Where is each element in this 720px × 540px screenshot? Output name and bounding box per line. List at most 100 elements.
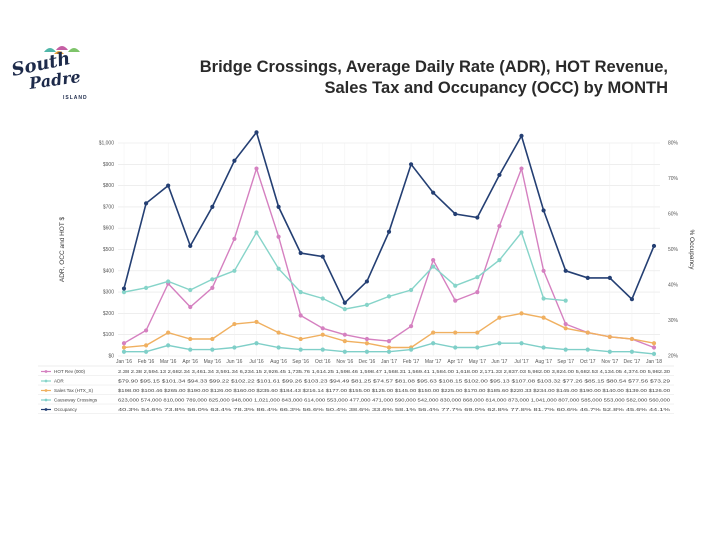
data-point-hot bbox=[143, 328, 149, 333]
data-point-bridge bbox=[497, 341, 502, 346]
data-point-hot bbox=[121, 341, 127, 346]
data-point-adr bbox=[475, 275, 480, 280]
data-point-adr bbox=[166, 279, 171, 284]
x-tick-label: Jul '16 bbox=[249, 359, 264, 365]
data-point-hot bbox=[519, 166, 524, 171]
data-point-salestax bbox=[431, 330, 436, 335]
data-point-salestax bbox=[541, 315, 546, 320]
right-tick-label: 30% bbox=[668, 318, 679, 324]
data-point-bridge bbox=[320, 347, 325, 352]
data-point-bridge bbox=[210, 347, 215, 352]
x-tick-label: Aug '17 bbox=[535, 359, 552, 365]
series-points bbox=[121, 130, 657, 356]
x-tick-label: Apr '17 bbox=[447, 359, 463, 365]
data-point-hot bbox=[541, 268, 546, 273]
data-point-bridge bbox=[585, 347, 590, 352]
data-point-bridge bbox=[607, 349, 612, 354]
data-point-salestax bbox=[519, 311, 524, 316]
table-row-label: Occupancy bbox=[54, 407, 78, 412]
chart-title-line-1: Bridge Crossings, Average Daily Rate (AD… bbox=[199, 58, 668, 76]
data-point-salestax bbox=[320, 332, 325, 337]
data-point-hot bbox=[475, 290, 480, 295]
left-axis-ticks: $0 $100 $200 $300 $400 $500 $600 $700 $800 $900 $1… bbox=[99, 141, 115, 360]
data-point-adr bbox=[298, 290, 303, 295]
data-point-occ bbox=[475, 215, 480, 220]
data-point-hot bbox=[651, 345, 657, 350]
table-row-values: 2.38 2.38 2,594.13 2,682.34 3,461.34 3,5… bbox=[118, 369, 671, 374]
data-point-salestax bbox=[298, 336, 303, 342]
data-point-adr bbox=[320, 296, 325, 301]
chart-title-line-2: Sales Tax and Occupancy (OCC) by MONTH bbox=[324, 79, 668, 97]
data-point-bridge bbox=[453, 345, 458, 350]
data-point-hot bbox=[188, 304, 193, 310]
logo-text-island: ISLAND bbox=[63, 95, 88, 101]
data-point-hot bbox=[298, 313, 303, 318]
data-point-salestax bbox=[121, 345, 127, 350]
data-point-bridge bbox=[386, 349, 392, 354]
data-point-bridge bbox=[232, 345, 237, 350]
left-tick-label: $400 bbox=[103, 268, 114, 274]
x-axis-ticks: Jan '16 Feb '16 Mar '16 Apr '16 May '16 Jun '… bbox=[116, 359, 662, 365]
data-point-salestax bbox=[453, 330, 458, 335]
data-point-bridge bbox=[121, 349, 127, 354]
data-point-hot bbox=[497, 223, 502, 229]
right-axis-ticks: 20% 30% 40% 50% 60% 70% 80% bbox=[668, 141, 679, 360]
y-axis-label-right: % Occupancy bbox=[688, 229, 695, 270]
data-point-occ bbox=[276, 204, 281, 209]
table-legend-marker bbox=[44, 408, 48, 411]
left-tick-label: $500 bbox=[103, 247, 114, 253]
left-tick-label: $300 bbox=[103, 290, 114, 296]
left-tick-label: $200 bbox=[103, 311, 114, 317]
data-point-bridge bbox=[143, 349, 149, 354]
data-point-adr bbox=[364, 302, 370, 307]
x-tick-label: Sep '17 bbox=[557, 359, 574, 365]
data-point-adr bbox=[276, 266, 281, 271]
data-point-bridge bbox=[408, 347, 414, 352]
data-point-occ bbox=[497, 172, 502, 178]
data-point-occ bbox=[188, 243, 193, 249]
data-point-salestax bbox=[497, 315, 502, 320]
data-point-occ bbox=[298, 250, 303, 256]
data-point-bridge bbox=[298, 347, 303, 352]
x-tick-label: Jan '16 bbox=[116, 359, 132, 365]
data-point-salestax bbox=[364, 341, 370, 346]
data-point-bridge bbox=[166, 343, 171, 348]
data-point-salestax bbox=[210, 336, 215, 342]
left-tick-label: $1,000 bbox=[99, 141, 115, 147]
data-point-hot bbox=[408, 324, 414, 329]
x-tick-label: Jun '17 bbox=[491, 359, 507, 365]
data-point-occ bbox=[453, 211, 458, 217]
data-point-salestax bbox=[386, 345, 392, 350]
data-point-salestax bbox=[651, 341, 657, 346]
left-tick-label: $0 bbox=[108, 354, 114, 360]
data-point-occ bbox=[386, 229, 392, 234]
data-point-hot bbox=[431, 258, 436, 263]
data-point-adr bbox=[188, 287, 193, 293]
data-point-hot bbox=[453, 298, 458, 303]
data-point-occ bbox=[651, 243, 657, 249]
right-tick-label: 50% bbox=[668, 247, 679, 253]
left-tick-label: $100 bbox=[103, 332, 114, 338]
data-point-adr bbox=[143, 285, 149, 290]
data-point-bridge bbox=[541, 345, 546, 350]
x-tick-label: Oct '16 bbox=[315, 359, 331, 365]
data-point-adr bbox=[431, 264, 436, 269]
data-point-bridge bbox=[563, 347, 568, 352]
data-point-adr bbox=[541, 296, 546, 301]
data-point-hot bbox=[342, 332, 347, 337]
data-point-bridge bbox=[254, 341, 259, 346]
right-tick-label: 20% bbox=[668, 354, 679, 360]
x-tick-label: Feb '17 bbox=[403, 359, 420, 365]
x-tick-label: Nov '17 bbox=[601, 359, 618, 365]
table-row-values: 40.3% 54.6% 73.8% 56.0% 63.4% 78.3% 86.4… bbox=[118, 407, 670, 412]
x-tick-label: Sep '16 bbox=[292, 359, 309, 365]
data-table: HOT Rev (000) 2.38 2.38 2,594.13 2,682.34… bbox=[38, 365, 674, 414]
table-row-label: HOT Rev (000) bbox=[54, 369, 86, 374]
table-row-values: $198.00 $100.46 $265.00 $190.00 $126.00 … bbox=[118, 388, 671, 393]
data-point-adr bbox=[453, 283, 458, 288]
x-tick-label: Jan '18 bbox=[646, 359, 662, 365]
y-axis-label-left: ADR, OCC and HOT $ bbox=[59, 216, 66, 282]
data-point-hot bbox=[254, 166, 259, 171]
south-padre-island-logo: South Padre ISLAND bbox=[10, 46, 88, 101]
